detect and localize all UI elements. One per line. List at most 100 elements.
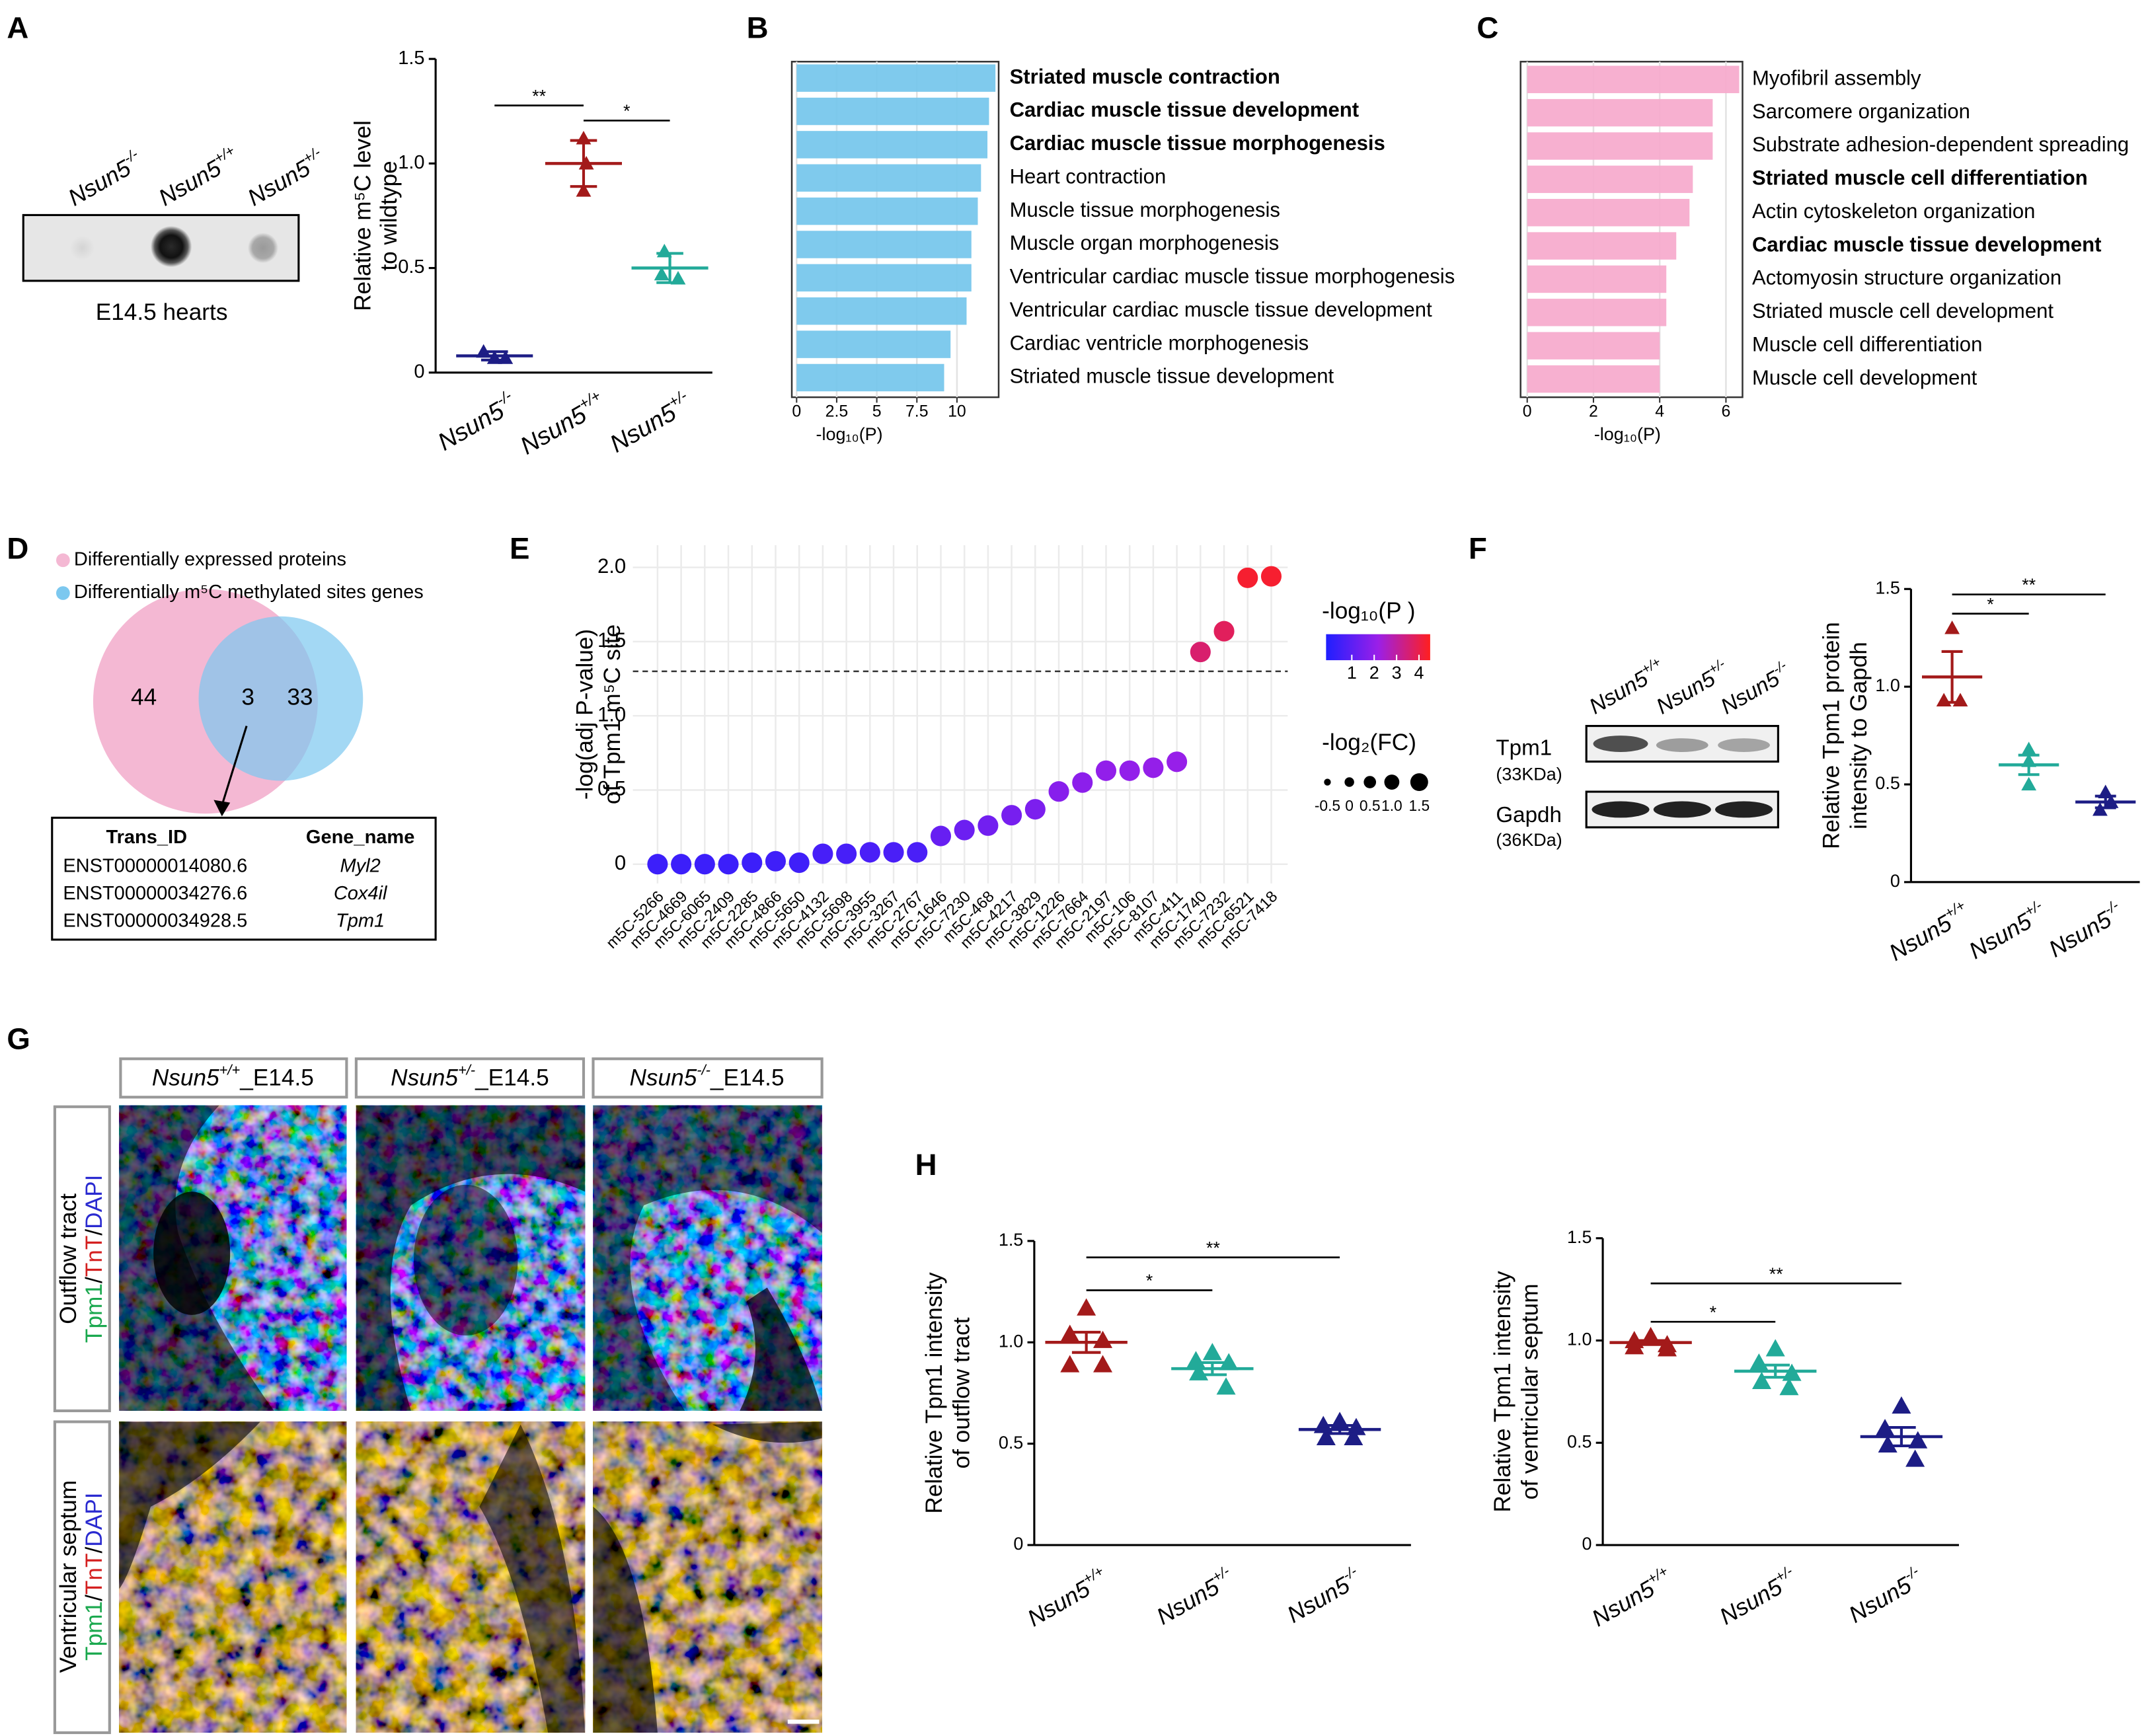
y-tick-label: 1.5 xyxy=(597,628,626,652)
significance-label: ** xyxy=(532,86,546,106)
y-axis-label: Relative m⁵C level xyxy=(350,120,376,311)
data-point xyxy=(1316,1427,1336,1446)
genotype-name: Nsun5 xyxy=(433,396,509,455)
blot-dot xyxy=(248,233,278,263)
data-point xyxy=(1751,1371,1772,1390)
data-point xyxy=(1952,693,1968,706)
bar xyxy=(796,264,972,292)
stain-part: DAPI xyxy=(81,1175,107,1229)
data-point xyxy=(1237,567,1258,588)
y-tick-label: 0 xyxy=(1582,1534,1592,1554)
bar xyxy=(1527,365,1660,393)
size-legend-dot xyxy=(1384,774,1400,790)
table-cell: ENST00000034276.6 xyxy=(63,883,247,904)
category-label: Cardiac muscle tissue morphogenesis xyxy=(1010,132,1385,155)
y-tick-label: 1.0 xyxy=(597,702,626,726)
genotype-name: Nsun5 xyxy=(1716,1574,1787,1630)
category-label: Ventricular cardiac muscle tissue develo… xyxy=(1010,298,1433,321)
bar xyxy=(1527,98,1713,127)
size-legend-label: 1.5 xyxy=(1408,797,1430,814)
category-label: Muscle organ morphogenesis xyxy=(1010,231,1280,254)
data-point xyxy=(1093,1355,1113,1373)
data-point xyxy=(1908,1431,1928,1449)
blot-dot xyxy=(150,226,192,268)
bar xyxy=(1527,332,1660,359)
genotype-label: Nsun5-/-_E14.5 xyxy=(629,1062,784,1091)
data-point xyxy=(812,843,833,864)
genotype-name: Nsun5 xyxy=(152,1065,219,1091)
genotype-label: Nsun5+/+_E14.5 xyxy=(152,1062,314,1091)
data-point xyxy=(1167,751,1188,773)
data-point xyxy=(1190,642,1211,663)
y-tick-label: 2.0 xyxy=(597,554,626,578)
data-point xyxy=(954,819,975,841)
genotype-name: Nsun5 xyxy=(1845,1572,1916,1628)
data-point xyxy=(1216,1377,1236,1395)
panel-label: A xyxy=(7,11,28,45)
significance-label: * xyxy=(1987,594,1994,614)
significance-label: * xyxy=(623,101,631,121)
micrograph-dark xyxy=(119,1421,260,1589)
y-tick-label: 1.0 xyxy=(1567,1330,1592,1349)
venn-count: 44 xyxy=(131,684,157,710)
data-point xyxy=(1749,1353,1769,1371)
y-tick-label: 1.5 xyxy=(398,48,424,69)
data-point xyxy=(1077,1298,1096,1316)
y-tick-label: 1.0 xyxy=(1875,675,1899,695)
stain-label: Tpm1/TnT/DAPI xyxy=(81,1175,107,1343)
data-point xyxy=(1143,757,1164,778)
genotype-superscript: +/- xyxy=(458,1062,475,1078)
error-bar xyxy=(2094,794,2116,810)
row-header-box xyxy=(53,1105,111,1412)
size-legend-label: -0.5 xyxy=(1315,797,1340,814)
category-label: Ventricular cardiac muscle tissue morpho… xyxy=(1010,265,1455,288)
genotype-name: Nsun5 xyxy=(1585,666,1652,719)
blot-caption: E14.5 hearts xyxy=(96,299,228,325)
data-point xyxy=(1001,805,1022,826)
y-tick-label: 1.5 xyxy=(999,1230,1023,1250)
data-point xyxy=(1878,1435,1898,1453)
colorbar-tick-label: 4 xyxy=(1414,663,1424,683)
genotype-label: Nsun5+/+ xyxy=(1586,1563,1677,1632)
colorbar-tick-label: 3 xyxy=(1392,663,1402,683)
stain-label: Tpm1/TnT/DAPI xyxy=(81,1492,107,1660)
error-bar xyxy=(1761,1363,1790,1379)
category-label: Striated muscle cell differentiation xyxy=(1752,167,2088,190)
genotype-label: Nsun5+/- xyxy=(1714,1563,1802,1630)
y-axis-label: of outflow tract xyxy=(948,1317,974,1468)
data-point xyxy=(1892,1396,1911,1414)
data-point xyxy=(647,854,668,875)
bar xyxy=(1527,165,1693,194)
data-point xyxy=(1119,760,1140,781)
category-label: Cardiac muscle tissue development xyxy=(1010,98,1360,122)
x-axis-label: -log₁₀(P) xyxy=(1594,424,1661,444)
genotype-superscript: +/+ xyxy=(219,1062,241,1078)
data-point xyxy=(1024,799,1046,820)
y-axis-label: Relative Tpm1 intensity xyxy=(1490,1271,1515,1513)
panel-label: F xyxy=(1469,531,1487,565)
legend-label: Differentially m⁵C methylated sites gene… xyxy=(74,582,424,603)
genotype-label: Nsun5+/+ xyxy=(1584,654,1669,719)
category-label: Striated muscle tissue development xyxy=(1010,365,1334,388)
x-axis-label: -log₁₀(P) xyxy=(816,424,883,444)
genotype-name: Nsun5 xyxy=(1283,1572,1354,1628)
error-bar xyxy=(2018,753,2040,776)
y-tick-label: 0.5 xyxy=(398,256,424,278)
table-cell: Cox4il xyxy=(334,883,388,904)
data-point xyxy=(1944,621,1960,634)
genotype-name: Nsun5 xyxy=(391,1065,458,1091)
micrograph-dark xyxy=(740,1287,822,1411)
genotype-name: Nsun5 xyxy=(1885,910,1956,966)
data-point xyxy=(1936,693,1952,706)
panel-label: C xyxy=(1477,11,1498,45)
genotype-label: Nsun5+/+ xyxy=(1884,897,1975,966)
error-bar xyxy=(570,139,597,188)
x-tick-label: 10 xyxy=(948,402,966,420)
stain-part: / xyxy=(81,1546,107,1553)
data-point xyxy=(1875,1419,1895,1437)
micrographs xyxy=(119,1105,822,1733)
data-point xyxy=(1095,760,1117,781)
micrograph-dark xyxy=(413,1184,518,1336)
x-tick-label: 2 xyxy=(1589,402,1598,420)
